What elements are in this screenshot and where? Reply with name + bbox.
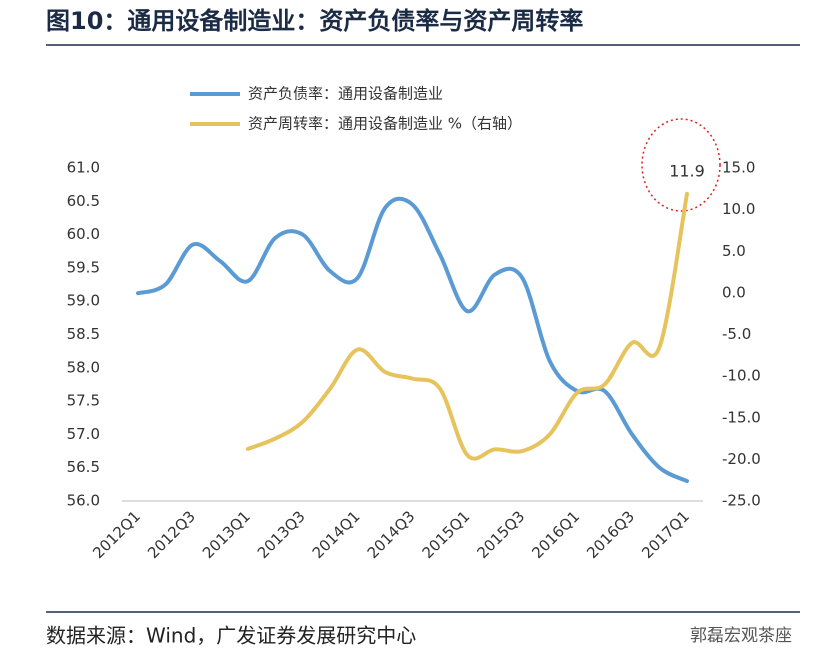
y2-tick-label: 0.0: [722, 283, 746, 301]
y-tick-label: 61.0: [67, 159, 100, 177]
legend-label: 资产负债率：通用设备制造业: [248, 85, 443, 103]
x-tick-label: 2012Q1: [89, 507, 144, 562]
y-tick-label: 60.0: [67, 225, 100, 243]
watermark: 郭磊宏观茶座: [690, 626, 792, 646]
y-tick-label: 59.5: [67, 258, 100, 276]
y2-tick-label: 15.0: [722, 159, 755, 177]
y2-tick-label: 10.0: [722, 200, 755, 218]
series-line: [136, 196, 689, 484]
source: 数据来源：Wind，广发证券发展研究中心: [46, 624, 416, 648]
x-tick-label: 2017Q1: [638, 507, 693, 562]
y-tick-label: 59.0: [67, 292, 100, 310]
y-tick-label: 56.0: [67, 492, 100, 510]
y-tick-label: 58.5: [67, 325, 100, 343]
y2-tick-label: -25.0: [722, 492, 761, 510]
x-tick-label: 2015Q1: [419, 507, 474, 562]
x-tick-label: 2012Q3: [144, 507, 199, 562]
data-label: 11.9: [669, 161, 705, 180]
highlight-circle: [641, 118, 721, 212]
x-tick-label: 2016Q1: [528, 507, 583, 562]
y2-tick-label: -15.0: [722, 408, 761, 426]
y2-tick-label: 5.0: [722, 242, 746, 260]
y-tick-label: 57.0: [67, 425, 100, 443]
series-line: [245, 191, 689, 461]
x-tick-label: 2013Q3: [254, 507, 309, 562]
x-tick-label: 2016Q3: [583, 507, 638, 562]
x-tick-label: 2014Q3: [364, 507, 419, 562]
y-tick-label: 56.5: [67, 458, 100, 476]
legend-label: 资产周转率：通用设备制造业 %（右轴）: [248, 115, 522, 133]
y-tick-label: 57.5: [67, 392, 100, 410]
x-tick-label: 2014Q1: [309, 507, 364, 562]
y2-tick-label: -20.0: [722, 450, 761, 468]
y2-tick-label: -5.0: [722, 325, 751, 343]
x-tick-label: 2013Q1: [199, 507, 254, 562]
chart-title: 图10：通用设备制造业：资产负债率与资产周转率: [46, 7, 583, 35]
y-tick-label: 58.0: [67, 358, 100, 376]
y-tick-label: 60.5: [67, 192, 100, 210]
y2-tick-label: -10.0: [722, 367, 761, 385]
x-tick-label: 2015Q3: [473, 507, 528, 562]
